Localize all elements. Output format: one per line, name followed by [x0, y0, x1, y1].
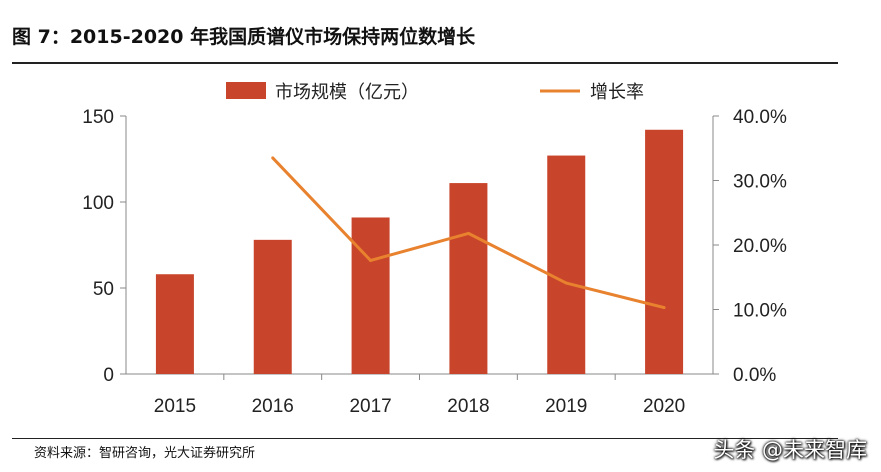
bar-2019: [547, 155, 586, 374]
growth-point: [369, 258, 373, 262]
bar-2018: [449, 183, 488, 374]
bar-2017: [351, 217, 390, 374]
right-tick-label: 20.0%: [733, 236, 787, 257]
x-tick-label: 2015: [154, 396, 196, 417]
x-tick-label: 2017: [349, 396, 391, 417]
left-tick-label: 100: [82, 193, 114, 214]
right-tick-label: 10.0%: [733, 301, 787, 322]
growth-point: [271, 156, 275, 160]
growth-point: [564, 281, 568, 285]
left-tick-label: 150: [82, 107, 114, 128]
legend-bar-swatch: [226, 82, 266, 99]
x-tick-label: 2016: [252, 396, 294, 417]
chart-title: 图 7：2015-2020 年我国质谱仪市场保持两位数增长: [12, 26, 476, 48]
x-tick-label: 2019: [545, 396, 587, 417]
legend-bar-label: 市场规模（亿元）: [275, 82, 419, 103]
bar-2015: [155, 274, 194, 374]
right-tick-label: 30.0%: [733, 172, 787, 193]
x-tick-label: 2020: [643, 396, 685, 417]
growth-point: [662, 306, 666, 310]
legend-line-label: 增长率: [590, 82, 644, 103]
bar-2020: [645, 129, 684, 374]
footer-divider: [12, 438, 838, 439]
bar-2016: [253, 239, 292, 374]
x-tick-label: 2018: [447, 396, 489, 417]
growth-point: [466, 231, 470, 235]
left-tick-label: 0: [103, 365, 114, 386]
left-tick-label: 50: [93, 279, 114, 300]
watermark: 头条 @未来智库: [713, 438, 867, 462]
right-tick-label: 40.0%: [733, 107, 787, 128]
right-tick-label: 0.0%: [733, 365, 776, 386]
title-divider: [12, 62, 838, 64]
source-note: 资料来源：智研咨询，光大证券研究所: [34, 446, 256, 461]
